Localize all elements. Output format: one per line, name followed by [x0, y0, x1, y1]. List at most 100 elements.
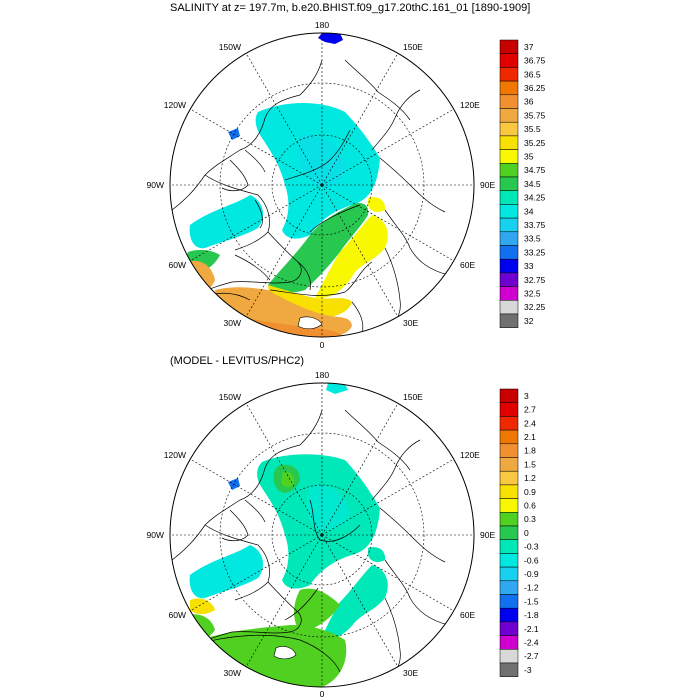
- colorbar-swatch: [499, 176, 519, 191]
- colorbar-swatch: [499, 649, 519, 664]
- colorbar-label: 37: [524, 42, 534, 52]
- land-iceland-top: [297, 316, 323, 330]
- salinity-region-baffin: [189, 195, 264, 249]
- colorbar-swatch: [499, 607, 519, 623]
- salinity-region-barents: [315, 215, 388, 299]
- lon-label: 90E: [480, 530, 495, 540]
- lon-label: 180: [315, 20, 329, 30]
- colorbar-label: 1.2: [524, 473, 536, 483]
- colorbar-swatch: [499, 313, 519, 328]
- lon-label: 150E: [403, 42, 423, 52]
- colorbar-swatch: [499, 429, 519, 445]
- colorbar-label: 32.75: [524, 275, 546, 285]
- colorbar-label: 34.25: [524, 193, 546, 203]
- colorbar-label: 32.25: [524, 302, 546, 312]
- diff-contour-1: [309, 499, 361, 542]
- colorbar-swatch: [499, 484, 519, 499]
- graticule-bottom: [170, 383, 474, 687]
- longitude-labels-bottom: 180 150E 120E 90E 60E 30E 0 30W 60W 90W …: [147, 370, 496, 699]
- longitude-labels-top: 180 150E 120E 90E 60E 30E 0 30W 60W 90W …: [147, 20, 496, 350]
- diff-region-baffin: [189, 545, 264, 599]
- colorbar-label: 36: [524, 97, 534, 107]
- lon-label: 30E: [403, 668, 418, 678]
- colorbar-swatch: [499, 204, 519, 219]
- colorbar-label: 2.7: [524, 405, 536, 415]
- contour-line-3: [269, 261, 373, 296]
- colorbar-swatch: [499, 388, 519, 403]
- difference-field: [188, 383, 388, 687]
- lon-label: 90W: [147, 530, 164, 540]
- colorbar-swatch: [499, 135, 519, 150]
- colorbar-label: -2.4: [524, 637, 539, 647]
- diff-region-norwegian: [294, 588, 340, 632]
- lon-label: 120E: [460, 450, 480, 460]
- colorbar-swatch: [499, 39, 519, 54]
- top-map-title: SALINITY at z= 197.7m, b.e20.BHIST.f09_g…: [170, 2, 531, 14]
- colorbar-swatch: [499, 94, 519, 109]
- colorbar-label: 35.25: [524, 138, 546, 148]
- colorbar-swatch: [499, 525, 519, 540]
- colorbar-label: 34.75: [524, 165, 546, 175]
- colorbar-label: 34.5: [524, 179, 541, 189]
- colorbar-swatch: [499, 286, 519, 301]
- colorbar-swatch: [499, 457, 519, 472]
- diff-contour-2: [204, 634, 341, 673]
- colorbar-swatch: [499, 272, 519, 287]
- contour-line-2: [309, 204, 361, 233]
- colorbar-swatch: [499, 580, 519, 595]
- colorbar-swatch: [499, 231, 519, 246]
- colorbar-swatch: [499, 53, 519, 68]
- colorbar-label: 0: [524, 528, 529, 538]
- colorbar-swatch: [499, 190, 519, 205]
- colorbar-swatch: [499, 539, 519, 554]
- contour-line-1: [284, 129, 351, 181]
- colorbar-label: 35.75: [524, 110, 546, 120]
- lon-label: 30E: [403, 318, 418, 328]
- salinity-region-labrador-orange: [188, 260, 215, 299]
- colorbar-swatch: [499, 443, 519, 458]
- lon-label: 30W: [224, 318, 241, 328]
- lon-label: 60E: [460, 610, 475, 620]
- lon-label: 120W: [164, 450, 186, 460]
- lon-label: 120E: [460, 100, 480, 110]
- colorbar-swatch: [499, 163, 519, 178]
- colorbar-difference: 3 2.7 2.4 2.1 1.8 1.5 1.2 0.9 0.6 0.3 0 -0.3 -0.6 -0.…: [499, 388, 539, 677]
- colorbar-label: 1.5: [524, 459, 536, 469]
- colorbar-swatch: [499, 245, 519, 260]
- lon-label: 150W: [219, 42, 241, 52]
- colorbar-swatch: [499, 108, 519, 123]
- lon-label: 30W: [224, 668, 241, 678]
- colorbar-label: 0.9: [524, 487, 536, 497]
- colorbar-label: -3: [524, 665, 532, 675]
- colorbar-swatch: [499, 553, 519, 568]
- colorbar-swatch: [499, 512, 519, 527]
- colorbar-swatch: [499, 80, 519, 96]
- colorbar-swatch: [499, 635, 519, 650]
- lon-label: 60W: [169, 610, 186, 620]
- lon-label: 60E: [460, 260, 475, 270]
- colorbar-label: 3: [524, 391, 529, 401]
- graticule-top: [170, 33, 474, 337]
- colorbar-swatch: [499, 662, 519, 677]
- colorbar-swatch: [499, 67, 519, 82]
- difference-polar-map: 180 150E 120E 90E 60E 30E 0 30W 60W 90W …: [147, 370, 496, 699]
- lon-label: 0: [320, 689, 325, 699]
- diff-region-barents: [320, 565, 388, 642]
- colorbar-label: 35.5: [524, 124, 541, 134]
- colorbar-swatch: [499, 498, 519, 513]
- lon-label: 180: [315, 370, 329, 380]
- colorbar-label: -1.8: [524, 610, 539, 620]
- salinity-region-transition: [268, 203, 369, 293]
- lon-label: 150W: [219, 392, 241, 402]
- colorbar-swatch: [499, 621, 519, 636]
- colorbar-label: -0.6: [524, 555, 539, 565]
- colorbar-label: -1.2: [524, 583, 539, 593]
- colorbar-swatch: [499, 416, 519, 431]
- lon-label: 90W: [147, 180, 164, 190]
- diff-contour-3: [284, 587, 319, 621]
- colorbar-label: 36.75: [524, 56, 546, 66]
- salinity-region-bering: [318, 33, 343, 44]
- colorbar-label: 33.75: [524, 220, 546, 230]
- colorbar-label: -2.1: [524, 624, 539, 634]
- colorbar-label: 2.4: [524, 418, 536, 428]
